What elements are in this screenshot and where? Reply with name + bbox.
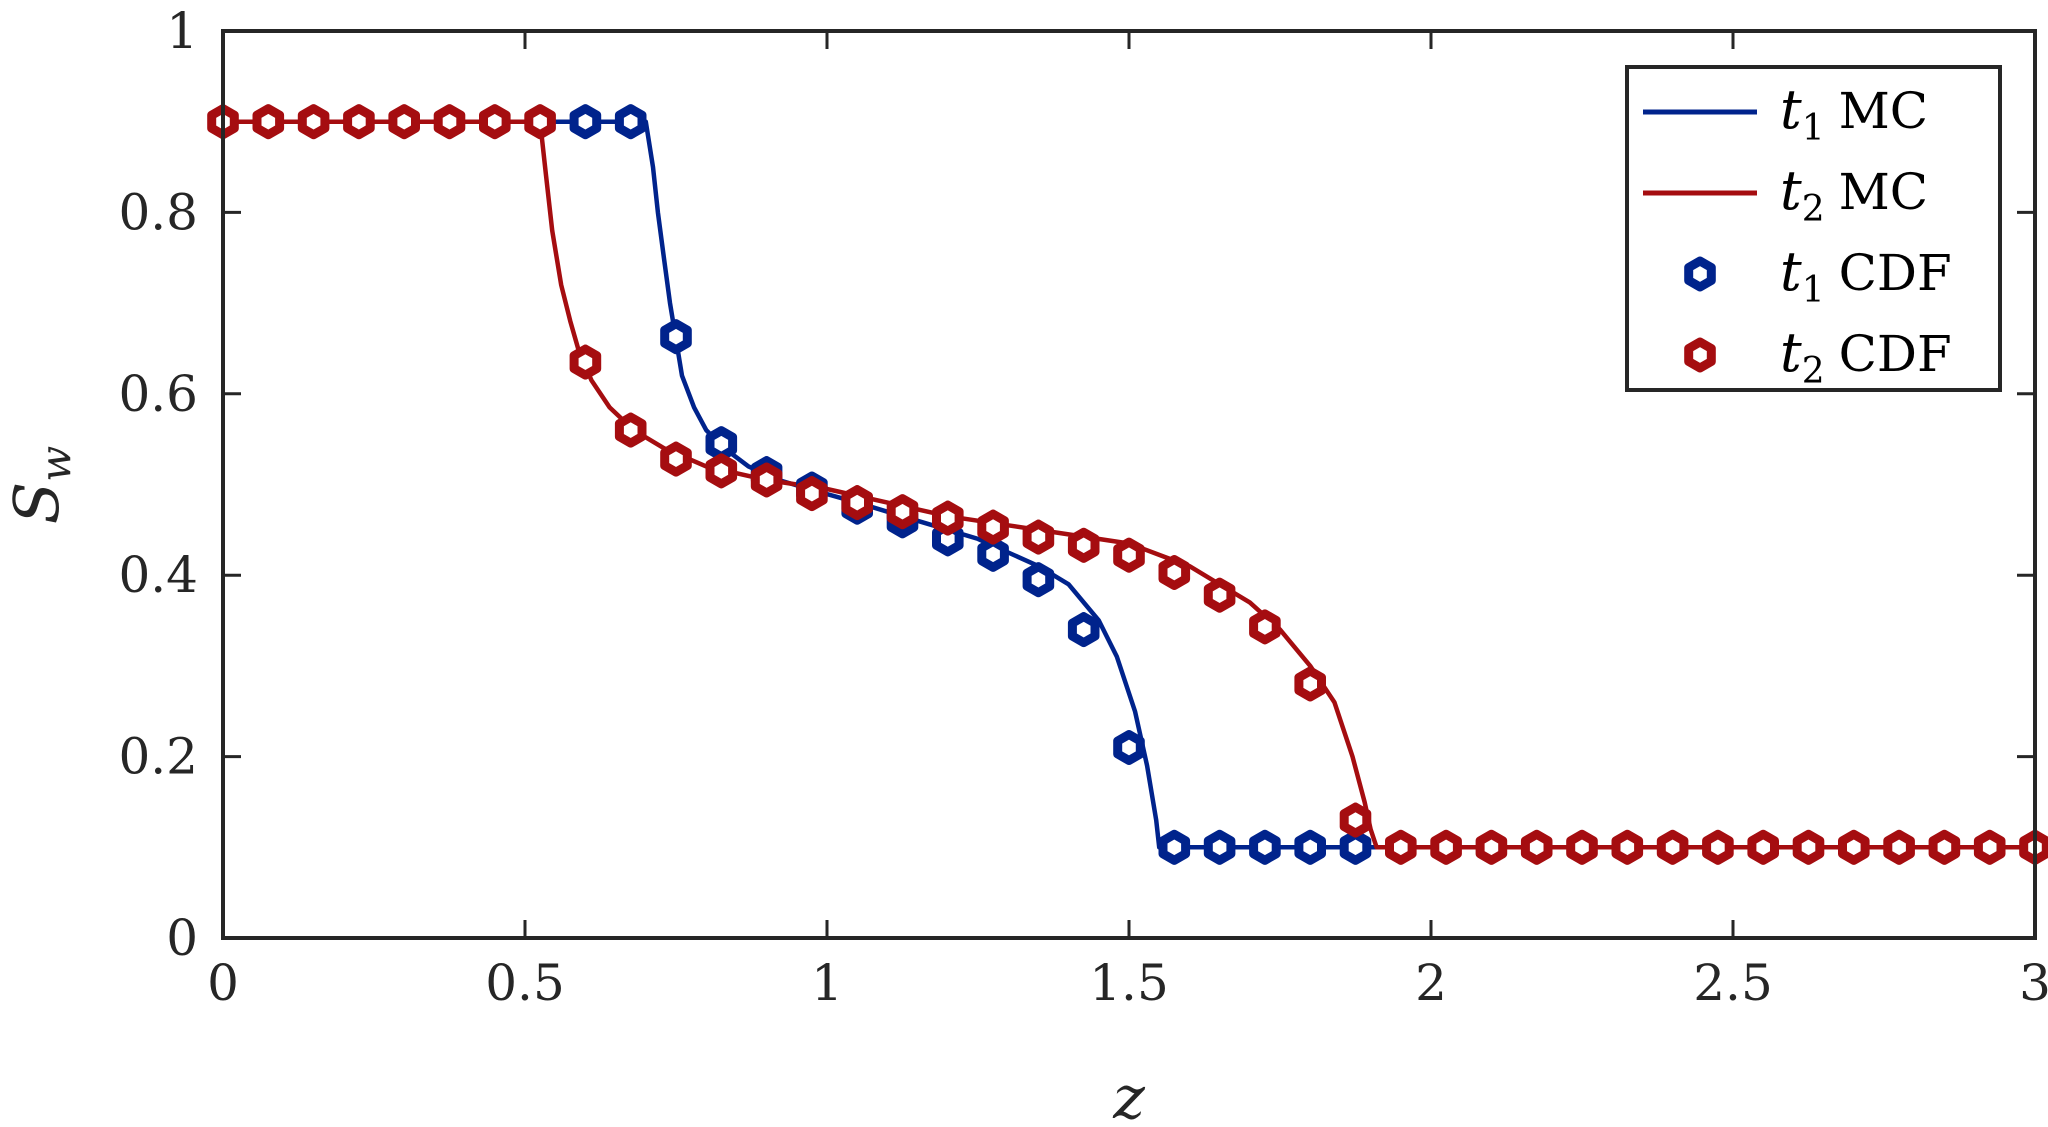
y-axis-label: Sw (0, 446, 80, 524)
y-axis-label-sub: w (31, 446, 80, 482)
legend-box (1625, 65, 2002, 392)
series-layer (207, 104, 2048, 865)
legend-label-method: MC (1839, 163, 1928, 221)
data-point-2 (1747, 829, 1779, 865)
data-point-2 (1113, 537, 1145, 573)
data-point-1 (1339, 829, 1372, 865)
data-point-2 (1249, 609, 1281, 645)
legend-swatch-marker (1684, 337, 1716, 373)
legend-label-method: MC (1839, 82, 1928, 140)
legend-label: t2 MC (1780, 159, 1928, 230)
data-point-2 (524, 104, 556, 140)
data-point-2 (1566, 829, 1598, 865)
data-point-2 (977, 509, 1009, 545)
x-tick-label: 1 (811, 954, 843, 1012)
y-tick-label: 1 (166, 2, 198, 60)
y-tick-label: 0.2 (118, 728, 198, 786)
y-tick-label: 0.4 (118, 546, 198, 604)
data-point-2 (1883, 829, 1915, 865)
data-point-2 (1339, 802, 1372, 838)
data-point-2 (1475, 829, 1508, 865)
data-point-1 (1203, 829, 1236, 865)
data-point-2 (614, 412, 647, 448)
data-point-2 (1520, 829, 1553, 865)
data-point-1 (1113, 730, 1145, 765)
legend-label-var: t (1780, 78, 1802, 141)
data-point-1 (660, 319, 692, 355)
data-point-1 (1067, 612, 1100, 648)
data-point-2 (1294, 666, 1326, 702)
legend-label-var: t (1780, 321, 1802, 384)
legend-label-sub: 2 (1802, 189, 1825, 230)
legend-label-sub: 1 (1802, 270, 1825, 311)
data-point-2 (433, 104, 466, 140)
data-point-2 (705, 453, 738, 489)
data-point-2 (1792, 829, 1825, 865)
y-tick-label: 0.6 (118, 365, 198, 423)
data-point-2 (660, 441, 692, 477)
y-axis-label-main: S (0, 482, 73, 524)
data-point-1 (1249, 829, 1281, 865)
tick-labels-layer: 0 0.5 1 1.5 2 2.5 3 0 0.2 0.4 0.6 0.8 1 (118, 2, 2048, 1012)
data-point-2 (796, 476, 828, 512)
data-point-1 (1294, 829, 1326, 865)
data-point-2 (479, 104, 511, 140)
data-point-2 (1022, 519, 1055, 555)
data-point-1 (569, 104, 602, 140)
data-point-2 (1067, 527, 1100, 563)
data-point-2 (569, 344, 602, 380)
y-tick-label: 0 (166, 909, 198, 967)
data-point-2 (1656, 829, 1689, 865)
data-point-1 (705, 426, 738, 462)
data-point-2 (886, 494, 919, 530)
data-point-2 (1928, 829, 1961, 865)
data-point-2 (388, 104, 420, 140)
data-point-2 (252, 104, 285, 140)
legend-label: t2 CDF (1780, 321, 1952, 392)
legend-label-sub: 2 (1802, 351, 1825, 392)
data-point-2 (932, 500, 964, 536)
data-point-2 (1973, 829, 2006, 865)
data-point-2 (1702, 829, 1734, 865)
x-tick-label: 0 (207, 954, 239, 1012)
data-point-2 (1158, 555, 1191, 590)
data-point-1 (614, 104, 647, 140)
data-point-2 (297, 104, 330, 140)
legend-label: t1 CDF (1780, 240, 1952, 311)
data-point-1 (1022, 562, 1055, 598)
data-point-2 (1430, 829, 1462, 865)
legend-label-var: t (1780, 240, 1802, 303)
data-point-2 (343, 104, 375, 140)
data-point-1 (1158, 829, 1191, 865)
data-point-1 (977, 536, 1009, 572)
y-tick-label: 0.8 (118, 183, 198, 241)
axes-box (221, 29, 2037, 940)
x-tick-label: 0.5 (485, 954, 565, 1012)
legend-label-sub: 1 (1802, 108, 1825, 149)
x-tick-label: 3 (2019, 954, 2048, 1012)
x-axis-label: z (1112, 1063, 1145, 1127)
x-tick-label: 2 (1415, 954, 1447, 1012)
legend-label: t1 MC (1780, 78, 1928, 149)
legend-label-method: CDF (1839, 325, 1952, 383)
data-point-2 (1203, 577, 1236, 613)
data-point-2 (1611, 829, 1644, 865)
legend-swatch-marker (1684, 256, 1716, 292)
x-tick-label: 2.5 (1693, 954, 1773, 1012)
data-point-2 (750, 462, 783, 498)
data-point-2 (841, 485, 873, 521)
x-tick-label: 1.5 (1089, 954, 1169, 1012)
legend-label-method: CDF (1839, 244, 1952, 302)
legend-label-var: t (1780, 159, 1802, 222)
data-point-2 (1385, 829, 1417, 865)
data-point-2 (1838, 829, 1870, 865)
